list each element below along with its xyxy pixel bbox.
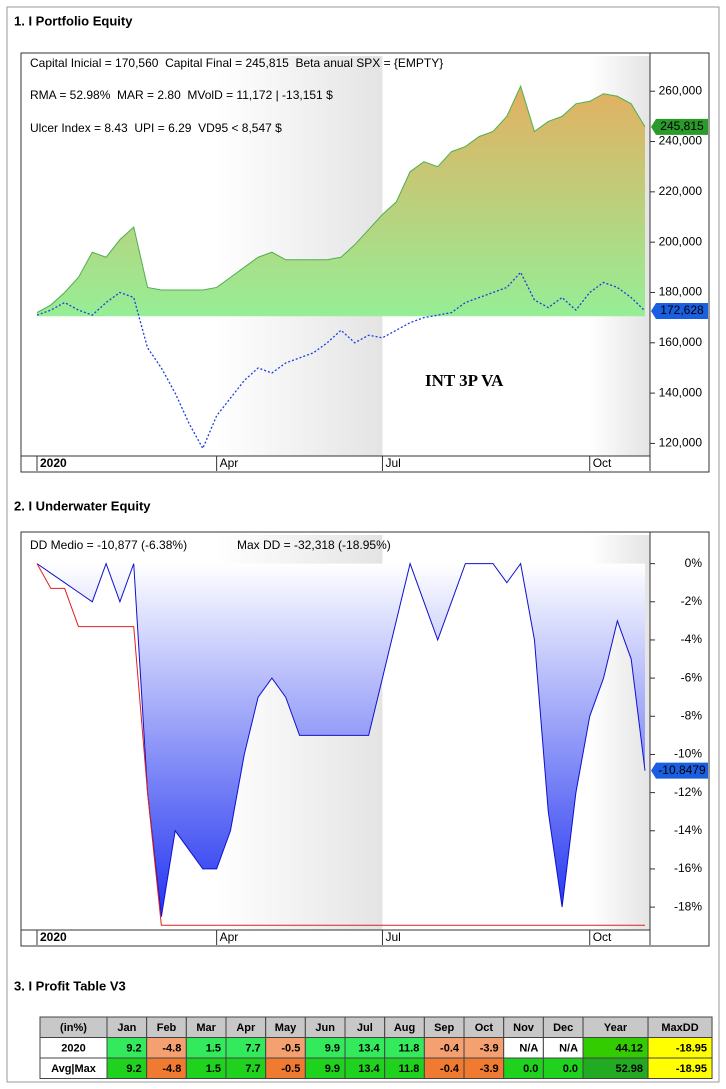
annotation: Ulcer Index = 8.43 UPI = 6.29 VD95 < 8,5… <box>30 121 282 135</box>
cell-text: 0.0 <box>523 1063 538 1075</box>
row-label: Avg|Max <box>51 1063 97 1075</box>
header-text: Feb <box>157 1022 177 1034</box>
y-tick-label: -18% <box>674 899 702 913</box>
cell-text: 1.5 <box>206 1043 221 1055</box>
section-title: 1. I Portfolio Equity <box>14 13 133 28</box>
y-tick-label: -10% <box>674 747 702 761</box>
value-label: 245,815 <box>660 119 704 133</box>
header-text: Mar <box>196 1022 216 1034</box>
line <box>36 84 646 314</box>
header-text: Jan <box>117 1022 136 1034</box>
cell-text: 52.98 <box>616 1063 644 1075</box>
header-text: Oct <box>475 1022 494 1034</box>
y-tick-label: -8% <box>681 708 703 722</box>
cell <box>647 1057 713 1079</box>
y-tick-label: 220,000 <box>659 184 703 198</box>
cell-text: 11.8 <box>399 1043 420 1055</box>
header-text: MaxDD <box>661 1022 698 1034</box>
value-label-box <box>656 303 708 320</box>
cell-text: -18.95 <box>676 1043 707 1055</box>
cell-text: -4.8 <box>162 1043 181 1055</box>
header-text: Aug <box>394 1022 415 1034</box>
x-tick-label: Apr <box>220 930 239 944</box>
cell-text: 7.7 <box>245 1063 260 1075</box>
line <box>36 563 645 926</box>
cell-text: 13.4 <box>358 1043 380 1055</box>
header-text: Apr <box>236 1022 256 1034</box>
cell-text: 9.9 <box>325 1063 340 1075</box>
x-tick-label: Oct <box>593 930 612 944</box>
cell-text: -4.8 <box>162 1063 181 1075</box>
cell-text: -18.95 <box>676 1063 707 1075</box>
row-label: 2020 <box>61 1043 85 1055</box>
value-label-box <box>656 762 708 779</box>
x-tick-label: Jul <box>385 456 400 470</box>
header-text: May <box>275 1022 297 1034</box>
value-label: -10.8479 <box>658 763 706 777</box>
header-text: Year <box>604 1022 628 1034</box>
cell-text: 7.7 <box>245 1043 260 1055</box>
header-text: Sep <box>434 1022 454 1034</box>
cell-text: 9.2 <box>126 1043 141 1055</box>
cell-text: N/A <box>519 1043 538 1055</box>
header-text: (in%) <box>60 1022 87 1034</box>
annotation: DD Medio = -10,877 (-6.38%) <box>30 538 187 552</box>
y-tick-label: -12% <box>674 785 702 799</box>
value-label-pointer <box>651 118 656 135</box>
header-text: Dec <box>553 1022 573 1034</box>
cell-text: -3.9 <box>480 1043 499 1055</box>
line <box>36 271 646 450</box>
cell-text: -0.5 <box>281 1043 300 1055</box>
cell-text: 1.5 <box>206 1063 221 1075</box>
value-label: 172,628 <box>660 303 704 317</box>
y-tick-label: 160,000 <box>659 335 703 349</box>
header-text: Nov <box>513 1022 535 1034</box>
y-tick-label: 200,000 <box>659 234 703 248</box>
cell-text: 0.0 <box>563 1063 578 1075</box>
cell-text: -0.4 <box>440 1063 460 1075</box>
y-tick-label: -16% <box>674 861 702 875</box>
x-tick-label: Oct <box>593 456 612 470</box>
y-tick-label: -4% <box>681 632 703 646</box>
y-tick-label: -6% <box>681 670 703 684</box>
header-text: Jun <box>315 1022 335 1034</box>
y-tick-label: -14% <box>674 823 702 837</box>
cell-text: 9.9 <box>325 1043 340 1055</box>
line <box>36 561 646 917</box>
annotation: INT 3P VA <box>425 371 504 390</box>
cell-text: N/A <box>559 1043 578 1055</box>
section-title: 3. I Profit Table V3 <box>14 978 126 993</box>
y-tick-label: 240,000 <box>659 134 703 148</box>
area <box>37 563 645 917</box>
y-tick-label: -2% <box>681 594 703 608</box>
y-tick-label: 260,000 <box>659 83 703 97</box>
annotation: Capital Inicial = 170,560 Capital Final … <box>30 56 443 70</box>
y-tick-label: 180,000 <box>659 285 703 299</box>
y-tick-label: 120,000 <box>659 436 703 450</box>
cell-text: 9.2 <box>126 1063 141 1075</box>
annotation: Max DD = -32,318 (-18.95%) <box>237 538 391 552</box>
cell-text: -3.9 <box>480 1063 499 1075</box>
value-label-pointer <box>651 303 656 320</box>
header-text: Jul <box>357 1022 373 1034</box>
section-title: 2. I Underwater Equity <box>14 498 151 513</box>
cell-text: -0.4 <box>440 1043 460 1055</box>
cell-text: 11.8 <box>399 1063 420 1075</box>
y-tick-label: 140,000 <box>659 385 703 399</box>
y-tick-label: 0% <box>685 556 703 570</box>
cell-text: 44.12 <box>616 1043 644 1055</box>
cell-text: 13.4 <box>358 1063 380 1075</box>
x-tick-label: Jul <box>385 930 400 944</box>
x-tick-label: 2020 <box>40 456 67 470</box>
x-tick-label: Apr <box>220 456 239 470</box>
cell-text: -0.5 <box>281 1063 300 1075</box>
area <box>37 86 645 317</box>
annotation: RMA = 52.98% MAR = 2.80 MVolD = 11,172 |… <box>30 88 333 102</box>
value-label-box <box>656 118 708 135</box>
value-label-pointer <box>651 762 656 779</box>
x-tick-label: 2020 <box>40 930 67 944</box>
